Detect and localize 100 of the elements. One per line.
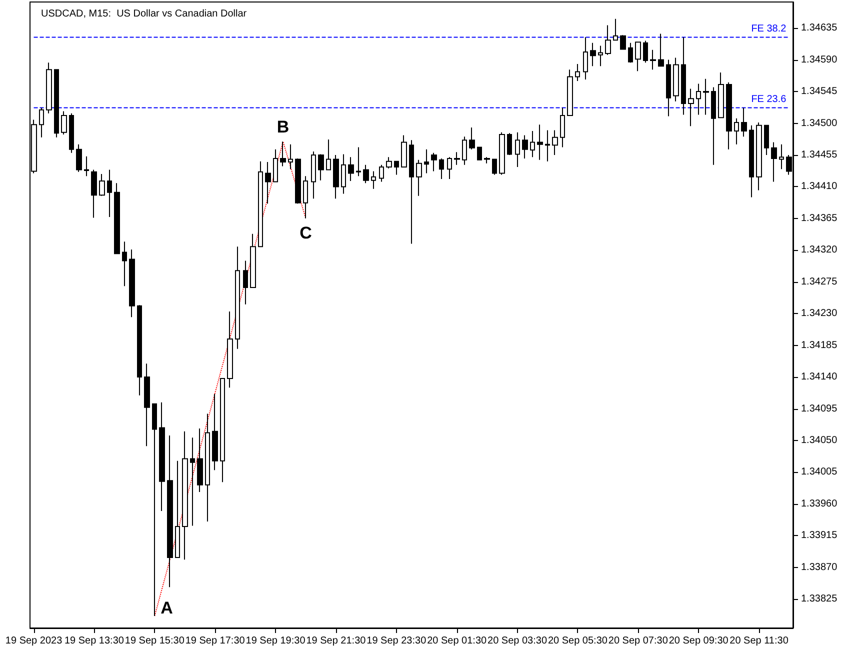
candlestick	[159, 402, 165, 512]
candlestick	[658, 33, 664, 67]
candlestick	[537, 124, 543, 160]
candlestick	[545, 130, 550, 162]
y-tick-label: 1.34320	[801, 244, 838, 256]
candlestick	[673, 57, 679, 102]
y-tick-label: 1.34410	[801, 181, 838, 192]
candlestick	[386, 156, 392, 169]
candlestick	[137, 304, 142, 396]
candlestick	[560, 107, 565, 148]
candlestick	[273, 148, 278, 182]
candlestick	[326, 138, 331, 170]
candlestick	[84, 156, 89, 177]
data-label: B	[276, 118, 290, 137]
y-tick-label: 1.33870	[801, 562, 838, 573]
x-tick-label: 19 Sep 17:30	[185, 636, 246, 646]
y-tick-label: 1.34590	[801, 54, 838, 66]
y-tick-label: 1.34365	[801, 212, 838, 224]
candlestick	[76, 144, 82, 172]
candlestick	[190, 437, 195, 526]
candlestick	[462, 136, 467, 166]
y-tick-label: 1.34455	[801, 149, 838, 160]
candlestick	[439, 158, 444, 180]
y-tick-label: 1.34140	[801, 372, 838, 383]
candlestick	[613, 18, 618, 41]
y-tick-label: 1.34230	[801, 308, 838, 320]
y-tick-label: 1.34095	[801, 403, 838, 414]
candlestick	[590, 42, 596, 67]
candlestick	[356, 146, 361, 177]
candlestick	[424, 148, 429, 174]
y-tick-label: 1.34545	[801, 86, 838, 98]
candlestick	[258, 160, 263, 248]
candlestick	[666, 59, 671, 117]
y-tick-label: 1.33825	[801, 594, 838, 605]
candlestick	[469, 126, 475, 150]
candlestick	[598, 45, 603, 67]
candlestick	[575, 64, 580, 82]
candlestick	[711, 86, 716, 166]
candlestick	[265, 162, 271, 204]
candlestick	[771, 142, 777, 182]
candlestick	[409, 140, 414, 244]
candlestick	[416, 159, 422, 196]
candlestick	[499, 132, 505, 176]
x-tick-label: 20 Sep 01:30	[427, 636, 488, 646]
ref-line-label: FE 38.2	[751, 24, 787, 35]
candlestick	[280, 141, 286, 167]
candlestick	[749, 124, 754, 198]
x-tick-label: 20 Sep 07:30	[608, 636, 668, 646]
candlestick	[197, 428, 203, 492]
x-tick-label: 19 Sep 21:30	[306, 636, 366, 646]
candlestick	[348, 156, 354, 182]
data-label: C	[300, 223, 312, 242]
candlestick	[703, 78, 709, 116]
candlestick	[522, 134, 528, 159]
candlestick	[756, 122, 762, 191]
x-tick-label: 19 Sep 15:30	[124, 636, 185, 646]
candlestick	[318, 154, 324, 181]
candlestick	[122, 241, 127, 287]
candlestick	[688, 88, 694, 127]
x-tick-label: 20 Sep 03:30	[488, 636, 548, 646]
candlestick	[620, 34, 626, 50]
candlestick	[454, 152, 460, 166]
candlestick	[583, 36, 588, 80]
candlestick	[295, 158, 301, 204]
candlestick	[507, 132, 512, 156]
candlestick	[779, 144, 784, 170]
candlestick	[39, 107, 44, 138]
candlestick	[107, 169, 112, 218]
candlestick	[371, 170, 376, 190]
candlestick	[69, 112, 74, 154]
y-tick-label: 1.33960	[801, 498, 838, 510]
candlestick	[643, 40, 648, 64]
candlestick	[681, 36, 686, 116]
data-label: A	[160, 598, 173, 618]
y-tick-label: 1.34005	[801, 466, 838, 478]
candlestick	[152, 403, 157, 617]
candlestick	[726, 82, 732, 150]
candlestick	[235, 246, 240, 350]
y-tick-label: 1.34185	[801, 340, 838, 351]
candlestick	[205, 413, 210, 522]
candlestick	[477, 146, 482, 160]
candlestick	[61, 110, 67, 136]
candlestick	[182, 430, 188, 560]
x-tick-label: 20 Sep 09:30	[668, 636, 729, 646]
candlestick	[341, 154, 346, 194]
candlestick	[492, 158, 497, 176]
x-tick-label: 19 Sep 13:30	[64, 636, 124, 646]
candlestick	[567, 69, 573, 116]
y-tick-label: 1.34050	[801, 434, 838, 446]
candlestick	[91, 169, 97, 218]
text: USDCAD, M15: US Dollar vs Canadian Dollar	[41, 8, 248, 20]
candlestick	[54, 69, 59, 138]
x-tick-label: 19 Sep 19:30	[246, 636, 306, 646]
candlestick	[484, 156, 490, 164]
candlestick	[311, 150, 316, 200]
y-tick-label: 1.34500	[801, 118, 838, 129]
candlestick	[220, 378, 225, 483]
y-tick-label: 1.34275	[801, 276, 838, 288]
candlestick	[552, 130, 558, 156]
candlestick	[46, 62, 52, 114]
